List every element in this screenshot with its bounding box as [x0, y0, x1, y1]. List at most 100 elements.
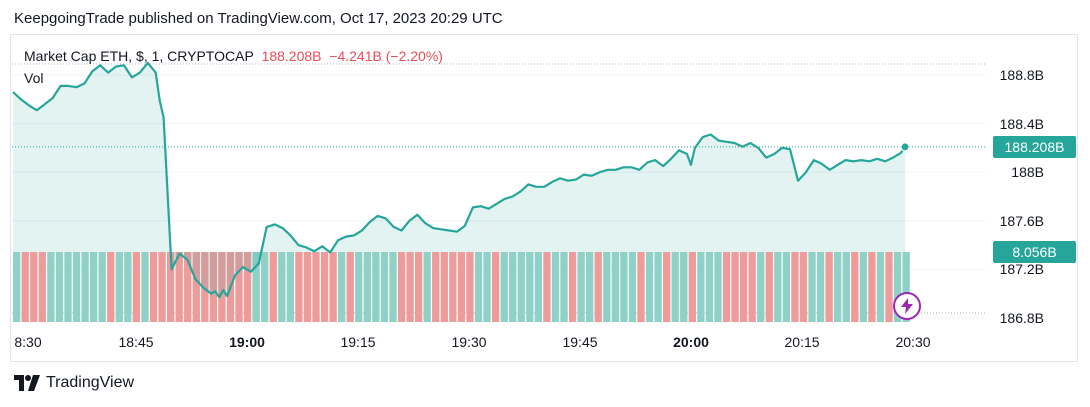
volume-bar [671, 252, 679, 322]
volume-bar [38, 252, 47, 322]
volume-bar [893, 252, 902, 322]
brand-name: TradingView [46, 374, 135, 391]
volume-bar [620, 252, 628, 322]
symbol-label: Market Cap ETH, $, 1, CRYPTOCAP [24, 48, 254, 64]
volume-bar [175, 252, 183, 322]
volume-bar [363, 252, 371, 322]
volume-bar [560, 252, 568, 322]
volume-bar [483, 252, 491, 322]
volume-bar [697, 252, 705, 322]
volume-bar [551, 252, 560, 322]
volume-bar [184, 252, 192, 322]
volume-bar [166, 252, 175, 322]
volume-bar [868, 252, 876, 322]
volume-bar [269, 252, 277, 322]
volume-bar [21, 252, 29, 322]
tradingview-logo-icon [14, 375, 40, 391]
x-tick-label: 20:30 [895, 334, 931, 350]
volume-bar [414, 252, 423, 322]
volume-bar [842, 252, 850, 322]
volume-bar [423, 252, 431, 322]
volume-bar [594, 252, 602, 322]
y-tick-label: 187.2B [999, 261, 1044, 278]
volume-bar [372, 252, 380, 322]
volume-bar [808, 252, 816, 322]
volume-bar [517, 252, 525, 322]
volume-bar [500, 252, 508, 322]
volume-bar [201, 252, 209, 322]
volume-bar [235, 252, 243, 322]
volume-bar [346, 252, 354, 322]
volume-bar [568, 252, 577, 322]
y-tick-label: 188.4B [999, 115, 1044, 132]
x-tick-label: 19:45 [562, 334, 598, 350]
volume-bar [243, 252, 252, 322]
volume-bar [851, 252, 859, 322]
area-fill [13, 62, 905, 298]
volume-bar [748, 252, 756, 322]
price-tag: 188.208B [993, 135, 1076, 158]
volume-bar [782, 252, 791, 322]
volume-bar [72, 252, 81, 322]
y-tick-label: 187.6B [999, 212, 1044, 229]
volume-bar [55, 252, 64, 322]
volume-bar [731, 252, 739, 322]
volume-bar [628, 252, 637, 322]
volume-bar [885, 252, 893, 322]
volume-bar [218, 252, 226, 322]
publication-attribution: KeepgoingTrade published on TradingView.… [14, 10, 503, 27]
last-value-dot [900, 142, 910, 152]
volume-bar [534, 252, 543, 322]
volume-bar [329, 252, 337, 322]
volume-bar [457, 252, 466, 322]
volume-bar [816, 252, 825, 322]
volume-bar [64, 252, 72, 322]
volume-bar [252, 252, 260, 322]
volume-bar [13, 252, 21, 322]
volume-bar [645, 252, 654, 322]
lightning-icon[interactable] [893, 292, 921, 320]
volume-bar [30, 252, 38, 322]
volume-bar [637, 252, 645, 322]
x-tick-label: 18:45 [118, 334, 154, 350]
volume-bar [320, 252, 329, 322]
volume-bar [89, 252, 98, 322]
volume-bar [526, 252, 534, 322]
volume-bar [722, 252, 731, 322]
volume-bar [688, 252, 696, 322]
volume-bar [132, 252, 141, 322]
volume-legend: Vol [24, 70, 44, 86]
volume-bar [586, 252, 594, 322]
price-line [12, 61, 906, 299]
volume-bar [261, 252, 269, 322]
volume-bar [662, 252, 671, 322]
volume-bar [295, 252, 303, 322]
y-tick-label: 188.8B [999, 67, 1044, 83]
volume-bar [115, 252, 123, 322]
volume-bar [278, 252, 286, 322]
x-tick-label: 20:15 [784, 334, 820, 350]
volume-bar [577, 252, 585, 322]
volume-bar [397, 252, 406, 322]
y-tick-label: 186.8B [999, 310, 1044, 326]
volume-bar [81, 252, 89, 322]
volume-bar [355, 252, 363, 322]
volume-bar [876, 252, 885, 322]
volume-bar [509, 252, 517, 322]
volume-bar [799, 252, 808, 322]
volume-bar [312, 252, 320, 322]
volume-bar [714, 252, 722, 322]
volume-bar [902, 252, 910, 322]
volume-bar [474, 252, 483, 322]
last-value: 188.208B [261, 48, 322, 64]
volume-bar [680, 252, 688, 322]
chart-frame [10, 34, 1078, 362]
volume-bar [124, 252, 132, 322]
volume-bar [286, 252, 295, 322]
volume-bar [611, 252, 620, 322]
volume-bar [705, 252, 714, 322]
volume-bar [389, 252, 397, 322]
volume-bar [107, 252, 115, 322]
volume-bar [98, 252, 106, 322]
